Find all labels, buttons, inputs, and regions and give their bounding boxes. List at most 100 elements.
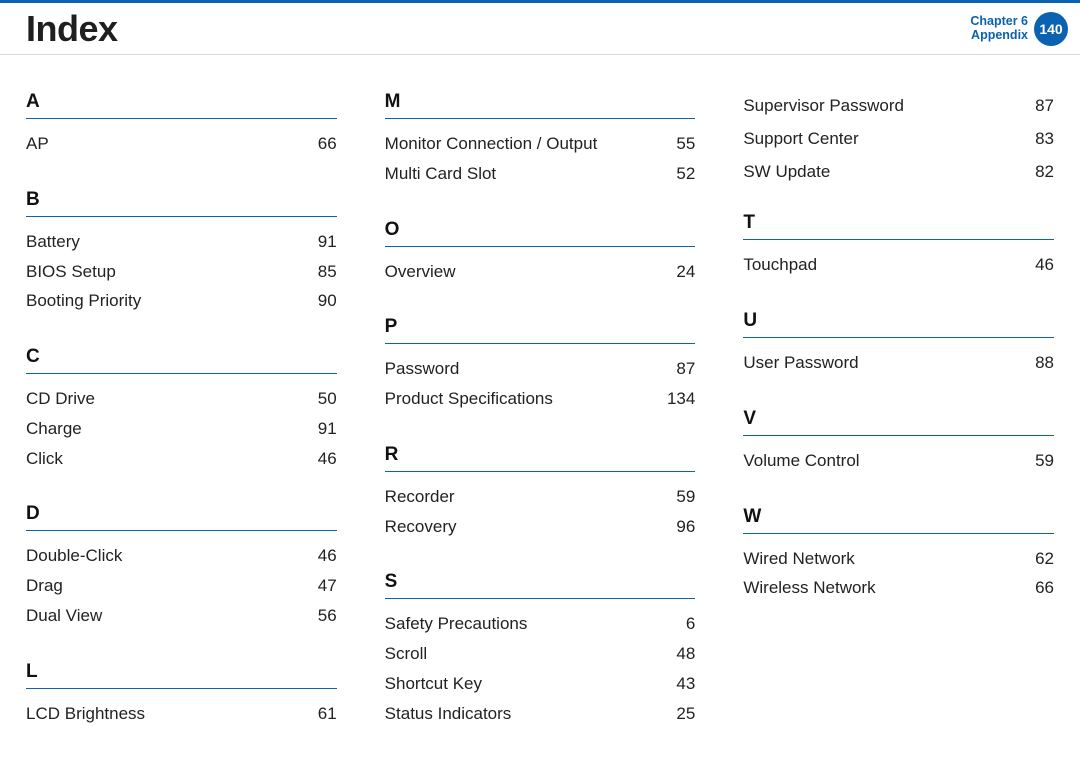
index-entry[interactable]: Drag 47 bbox=[26, 571, 337, 601]
entry-page: 50 bbox=[297, 384, 337, 414]
index-entry[interactable]: Wired Network 62 bbox=[743, 544, 1054, 574]
index-section: W Wired Network 62Wireless Network66 bbox=[743, 506, 1054, 604]
index-entry[interactable]: Dual View 56 bbox=[26, 601, 337, 631]
index-entry[interactable]: CD Drive 50 bbox=[26, 384, 337, 414]
index-section: P Password87Product Specifications134 bbox=[385, 316, 696, 414]
entry-page: 47 bbox=[297, 571, 337, 601]
entry-page: 56 bbox=[297, 601, 337, 631]
entry-term: Status Indicators bbox=[385, 699, 512, 729]
section-letter: S bbox=[385, 571, 696, 599]
index-section: D Double-Click46Drag 47 Dual View 56 bbox=[26, 503, 337, 630]
index-section: U User Password88 bbox=[743, 310, 1054, 378]
entry-page: 46 bbox=[297, 541, 337, 571]
section-letter: P bbox=[385, 316, 696, 344]
index-entry[interactable]: Volume Control 59 bbox=[743, 446, 1054, 476]
entry-page: 82 bbox=[1014, 157, 1054, 187]
index-entry[interactable]: Click46 bbox=[26, 444, 337, 474]
index-entry[interactable]: Wireless Network66 bbox=[743, 573, 1054, 603]
entry-page: 55 bbox=[655, 129, 695, 159]
header-right: Chapter 6 Appendix 140 bbox=[970, 12, 1068, 46]
index-entry[interactable]: Double-Click46 bbox=[26, 541, 337, 571]
entry-term: Product Specifications bbox=[385, 384, 553, 414]
entry-term: Drag bbox=[26, 571, 63, 601]
index-column: MMonitor Connection / Output55Multi Card… bbox=[385, 91, 696, 758]
page-header: Index Chapter 6 Appendix 140 bbox=[0, 0, 1080, 55]
index-entry[interactable]: Password87 bbox=[385, 354, 696, 384]
entry-term: CD Drive bbox=[26, 384, 95, 414]
index-section: L LCD Brightness61 bbox=[26, 661, 337, 729]
index-entry[interactable]: Recovery 96 bbox=[385, 512, 696, 542]
index-section: MMonitor Connection / Output55Multi Card… bbox=[385, 91, 696, 189]
entry-term: Scroll bbox=[385, 639, 428, 669]
entry-page: 96 bbox=[655, 512, 695, 542]
index-entry[interactable]: Product Specifications134 bbox=[385, 384, 696, 414]
index-section: AAP66 bbox=[26, 91, 337, 159]
entry-page: 62 bbox=[1014, 544, 1054, 574]
index-entry[interactable]: LCD Brightness61 bbox=[26, 699, 337, 729]
entry-page: 59 bbox=[1014, 446, 1054, 476]
index-entry[interactable]: Battery91 bbox=[26, 227, 337, 257]
section-letter: C bbox=[26, 346, 337, 374]
index-entry[interactable]: Booting Priority 90 bbox=[26, 286, 337, 316]
entry-term: Overview bbox=[385, 257, 456, 287]
section-letter: M bbox=[385, 91, 696, 119]
entry-page: 61 bbox=[297, 699, 337, 729]
index-section: S Safety Precautions6Scroll48Shortcut Key… bbox=[385, 571, 696, 728]
index-entry[interactable]: Support Center83 bbox=[743, 124, 1054, 154]
index-entry[interactable]: Scroll48 bbox=[385, 639, 696, 669]
index-entry[interactable]: Multi Card Slot 52 bbox=[385, 159, 696, 189]
index-entry[interactable]: SW Update 82 bbox=[743, 157, 1054, 187]
page-title: Index bbox=[26, 8, 118, 50]
entry-term: AP bbox=[26, 129, 49, 159]
entry-page: 66 bbox=[297, 129, 337, 159]
entry-page: 6 bbox=[655, 609, 695, 639]
entry-term: Dual View bbox=[26, 601, 102, 631]
index-entry[interactable]: User Password88 bbox=[743, 348, 1054, 378]
entry-page: 46 bbox=[1014, 250, 1054, 280]
entry-term: Wireless Network bbox=[743, 573, 875, 603]
entry-term: Wired Network bbox=[743, 544, 854, 574]
entry-page: 59 bbox=[655, 482, 695, 512]
entry-page: 90 bbox=[297, 286, 337, 316]
entry-term: Recovery bbox=[385, 512, 457, 542]
chapter-line-2: Appendix bbox=[970, 29, 1028, 43]
section-letter: W bbox=[743, 506, 1054, 534]
section-letter: R bbox=[385, 444, 696, 472]
index-entry[interactable]: BIOS Setup85 bbox=[26, 257, 337, 287]
index-entry[interactable]: Touchpad46 bbox=[743, 250, 1054, 280]
index-entry[interactable]: Status Indicators 25 bbox=[385, 699, 696, 729]
section-letter: L bbox=[26, 661, 337, 689]
entry-page: 88 bbox=[1014, 348, 1054, 378]
entry-page: 46 bbox=[297, 444, 337, 474]
page-number-badge: 140 bbox=[1034, 12, 1068, 46]
entry-page: 87 bbox=[1014, 91, 1054, 121]
index-entry[interactable]: Charge91 bbox=[26, 414, 337, 444]
index-entry[interactable]: Supervisor Password87 bbox=[743, 91, 1054, 121]
entry-page: 85 bbox=[297, 257, 337, 287]
section-letter: D bbox=[26, 503, 337, 531]
entry-page: 83 bbox=[1014, 124, 1054, 154]
entry-term: Battery bbox=[26, 227, 80, 257]
entry-term: SW Update bbox=[743, 157, 830, 187]
entry-page: 25 bbox=[655, 699, 695, 729]
entry-term: Booting Priority bbox=[26, 286, 141, 316]
entry-term: Multi Card Slot bbox=[385, 159, 496, 189]
index-entry[interactable]: Overview24 bbox=[385, 257, 696, 287]
index-entry[interactable]: Recorder 59 bbox=[385, 482, 696, 512]
index-content: AAP66BBattery91BIOS Setup85Booting Prior… bbox=[0, 55, 1080, 758]
entry-term: Volume Control bbox=[743, 446, 859, 476]
entry-term: Recorder bbox=[385, 482, 455, 512]
index-section: R Recorder 59 Recovery 96 bbox=[385, 444, 696, 542]
entry-page: 43 bbox=[655, 669, 695, 699]
section-letter: U bbox=[743, 310, 1054, 338]
index-column: AAP66BBattery91BIOS Setup85Booting Prior… bbox=[26, 91, 337, 758]
index-entry[interactable]: Monitor Connection / Output 55 bbox=[385, 129, 696, 159]
entry-page: 91 bbox=[297, 414, 337, 444]
index-entry[interactable]: AP 66 bbox=[26, 129, 337, 159]
entry-term: Monitor Connection / Output bbox=[385, 129, 598, 159]
index-entry[interactable]: Safety Precautions6 bbox=[385, 609, 696, 639]
entry-term: Shortcut Key bbox=[385, 669, 482, 699]
index-section: TTouchpad46 bbox=[743, 212, 1054, 280]
entry-page: 52 bbox=[655, 159, 695, 189]
index-entry[interactable]: Shortcut Key 43 bbox=[385, 669, 696, 699]
